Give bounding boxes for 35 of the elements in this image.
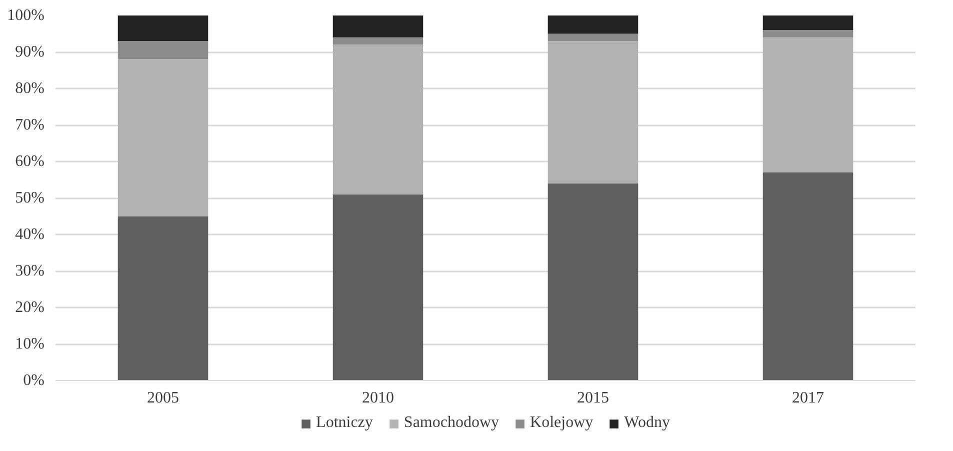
legend-label: Kolejowy <box>530 414 594 432</box>
legend-label: Wodny <box>624 414 670 432</box>
y-tick-label: 80% <box>15 80 44 97</box>
legend-label: Samochodowy <box>404 414 500 432</box>
bar <box>118 59 208 216</box>
bar <box>332 16 424 38</box>
y-tick-label: 90% <box>15 44 44 60</box>
y-tick-label: 10% <box>15 336 44 352</box>
y-tick-label: 50% <box>15 190 44 206</box>
bar <box>548 34 638 42</box>
bar <box>332 37 424 45</box>
y-tick-label: 30% <box>15 262 44 280</box>
legend-label: Lotniczy <box>316 414 373 432</box>
x-tick-label: 2010 <box>362 390 394 406</box>
x-tick-label: 2017 <box>792 390 824 406</box>
bar <box>332 44 424 194</box>
y-tick-label: 20% <box>15 299 44 316</box>
x-tick-label: 2015 <box>577 390 609 406</box>
bar <box>548 183 638 380</box>
bar <box>118 41 208 60</box>
bar <box>762 16 854 30</box>
bar <box>762 37 854 172</box>
bar <box>118 216 208 380</box>
y-tick-label: 60% <box>15 153 44 170</box>
bar <box>332 194 424 380</box>
bar <box>548 16 638 34</box>
y-tick-label: 40% <box>15 226 44 243</box>
y-tick-label: 100% <box>7 7 44 24</box>
bar <box>548 41 638 184</box>
bar <box>762 172 854 380</box>
bar <box>762 30 854 38</box>
y-tick-label: 0% <box>23 372 44 389</box>
bar <box>118 16 208 42</box>
y-tick-label: 70% <box>15 116 44 134</box>
x-tick-label: 2005 <box>147 390 179 406</box>
